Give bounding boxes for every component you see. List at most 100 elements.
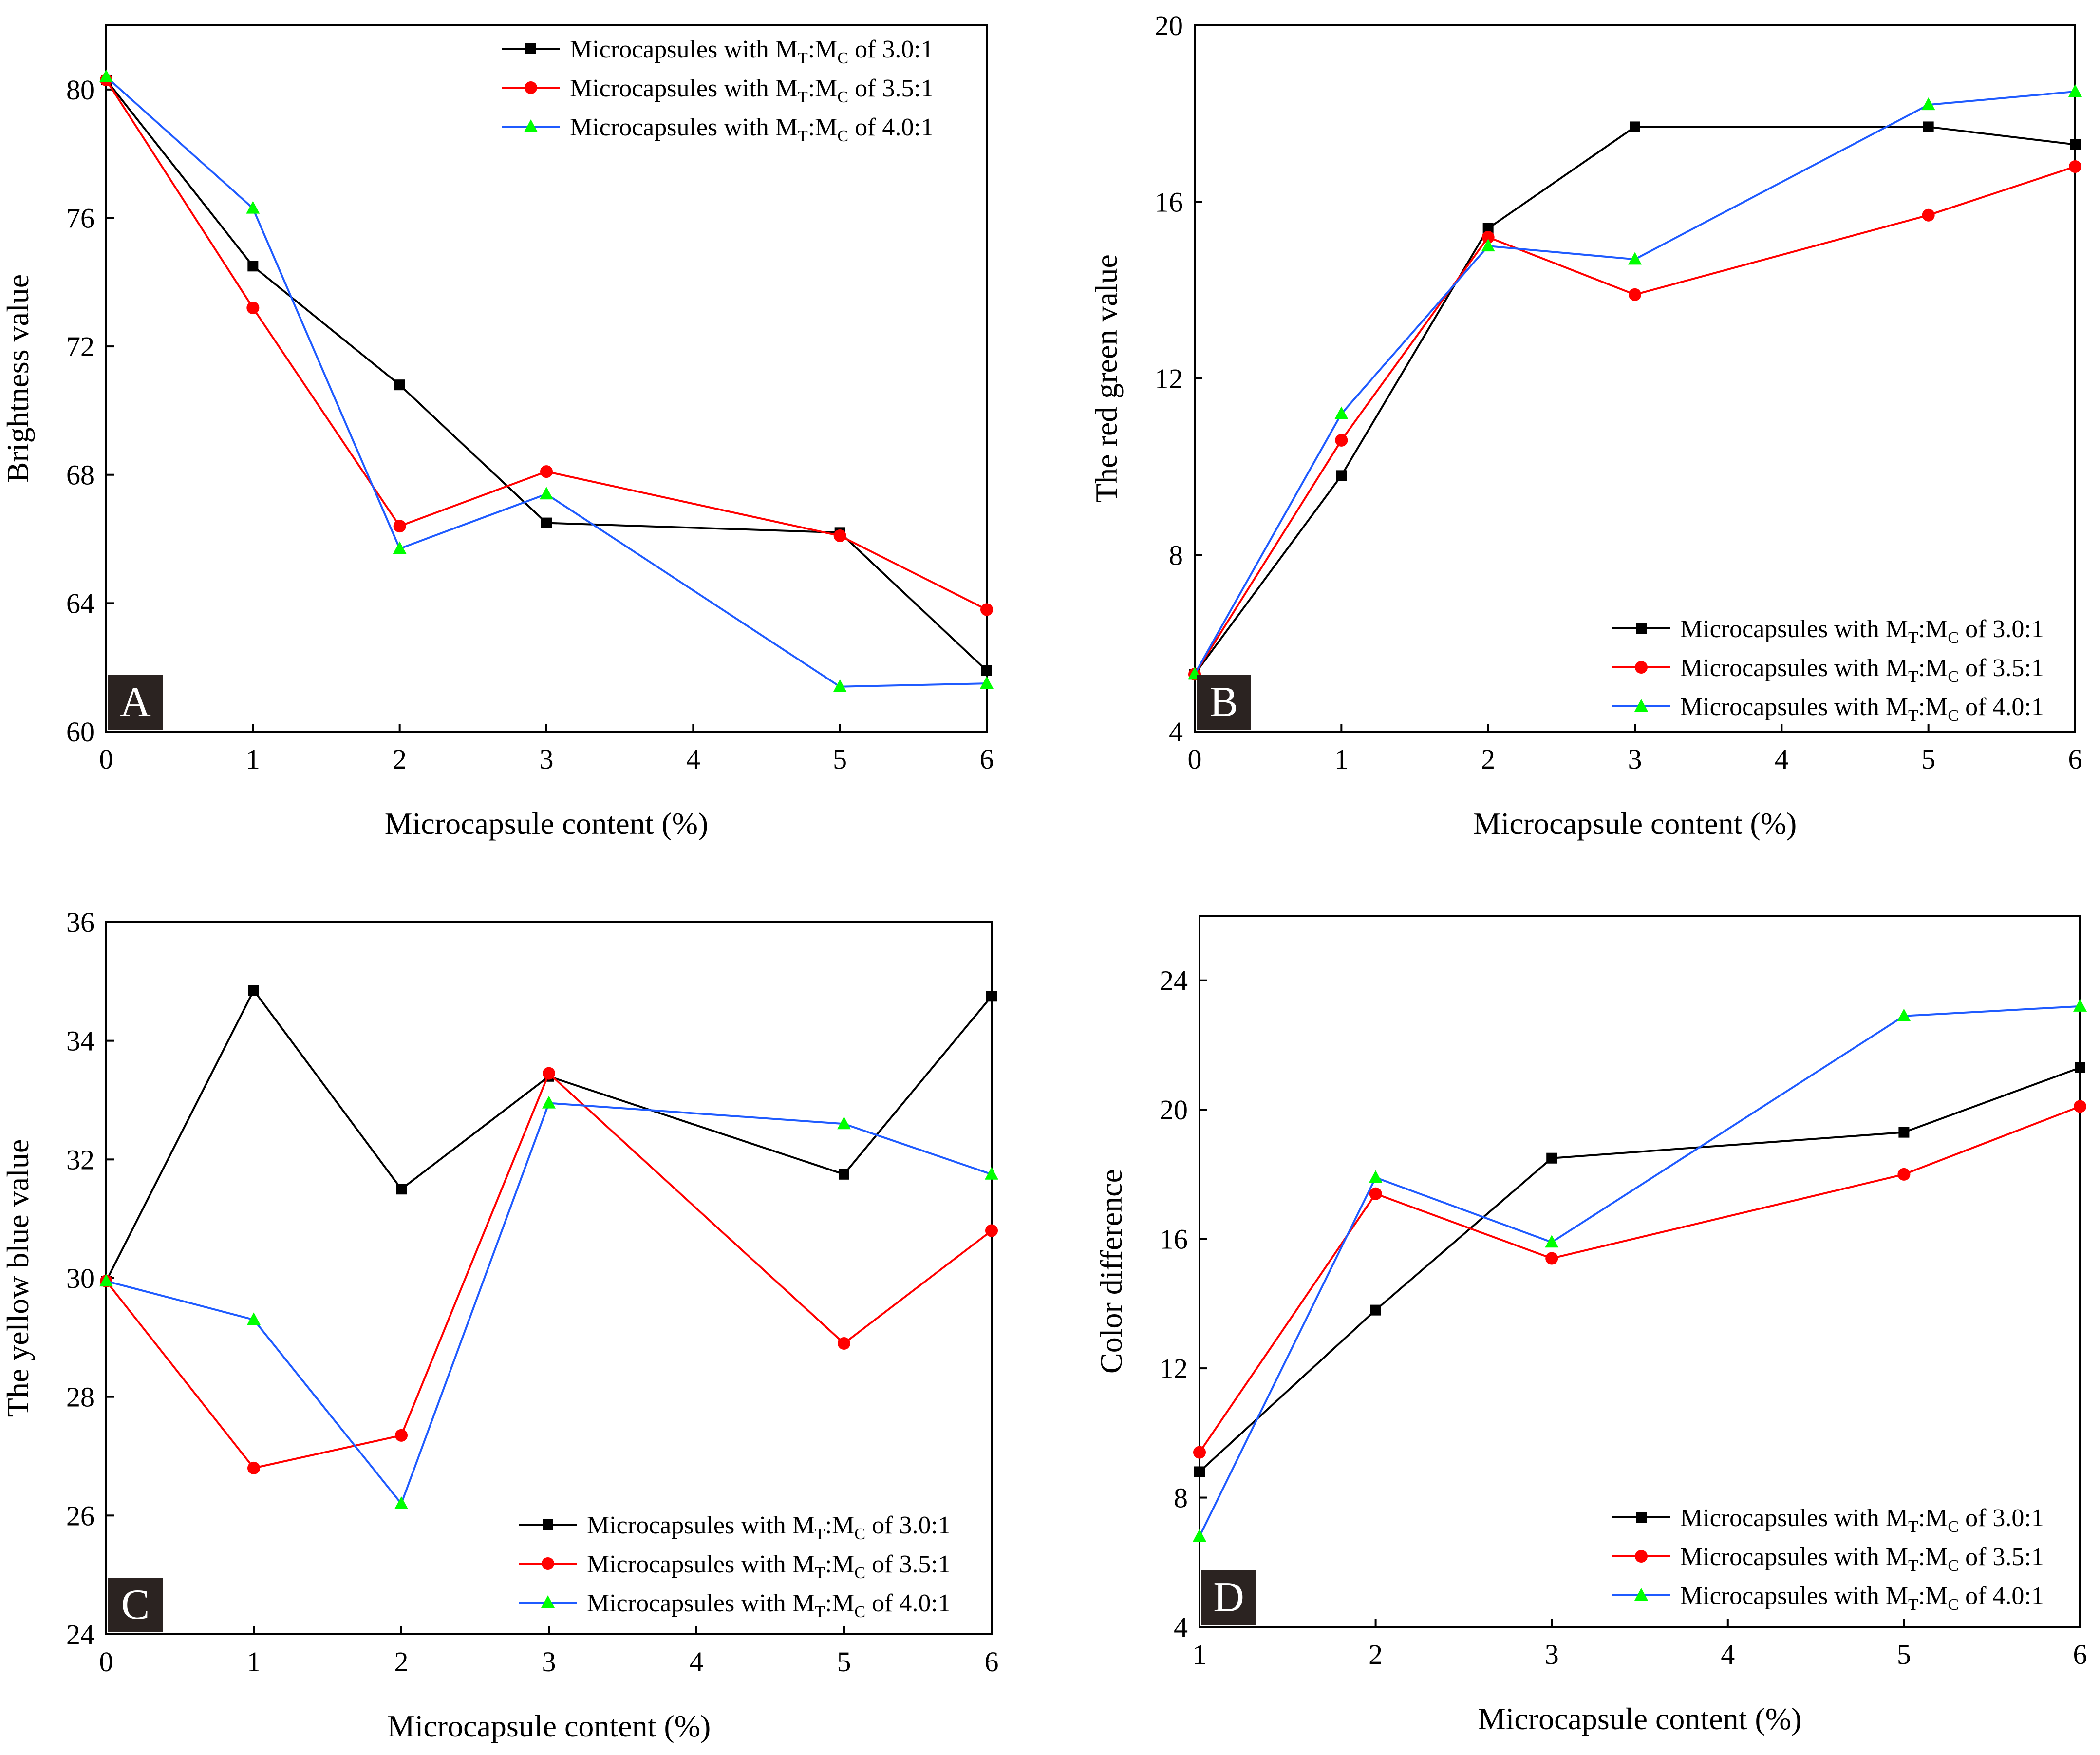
panel-D-x-tick-label: 1 xyxy=(1193,1639,1207,1670)
panel-B-x-axis-title: Microcapsule content (%) xyxy=(1473,806,1797,841)
panel-C-y-tick-label: 24 xyxy=(66,1619,94,1650)
panel-C-x-axis-title: Microcapsule content (%) xyxy=(387,1709,711,1743)
panel-A-x-axis-title: Microcapsule content (%) xyxy=(385,806,709,841)
legend-label-post: of 4.0:1 xyxy=(1959,1582,2044,1610)
panel-A-series-2-point-1 xyxy=(246,201,260,214)
legend-label-pre: Microcapsules with M xyxy=(1680,693,1908,721)
panel-B-series-0-point-1 xyxy=(1336,470,1347,481)
panel-C-series-2-point-5 xyxy=(985,1167,998,1180)
legend-label-sub2: C xyxy=(1948,1596,1959,1614)
panel-A-series-0-point-1 xyxy=(247,261,259,272)
panel-D-legend-marker-0 xyxy=(1636,1512,1647,1523)
panel-C-series-1-point-2 xyxy=(395,1429,408,1442)
panel-A-series-2-point-2 xyxy=(393,541,407,554)
legend-label-mid: :M xyxy=(1918,1582,1948,1610)
panel-C-y-axis-title: The yellow blue value xyxy=(0,1139,35,1417)
legend-label-mid: :M xyxy=(1918,1543,1948,1571)
panel-A-x-tick-label: 5 xyxy=(833,743,847,775)
panel-B-x-tick-label: 3 xyxy=(1628,743,1642,775)
legend-label-sub1: T xyxy=(1908,1518,1918,1536)
panel-C-legend-marker-2 xyxy=(541,1595,555,1608)
panel-C-series-0-point-4 xyxy=(839,1169,849,1180)
legend-label-pre: Microcapsules with M xyxy=(570,36,798,63)
legend-label-mid: :M xyxy=(1918,693,1948,721)
panel-B-label: B xyxy=(1210,679,1238,726)
panel-B-series-1-point-1 xyxy=(1335,434,1348,447)
panel-D-y-tick-label: 4 xyxy=(1174,1611,1188,1643)
panel-A-y-tick-label: 80 xyxy=(66,74,94,106)
panel-C-series-2-point-1 xyxy=(247,1312,261,1325)
panel-B-series-2-point-2 xyxy=(1481,239,1495,252)
panel-D-series-1-point-2 xyxy=(1545,1252,1558,1265)
panel-D-series-1-point-0 xyxy=(1193,1446,1206,1459)
panel-C-series-1-point-1 xyxy=(247,1461,260,1474)
panel-B-x-tick-label: 4 xyxy=(1775,743,1789,775)
panel-C-series-1-point-4 xyxy=(838,1337,850,1350)
legend-label-sub2: C xyxy=(854,1564,865,1582)
panel-A-x-tick-label: 2 xyxy=(393,743,407,775)
panel-C-legend-label-1: Microcapsules with MT:MC of 3.5:1 xyxy=(587,1550,951,1582)
panel-D-x-tick-label: 6 xyxy=(2073,1639,2087,1670)
legend-label-mid: :M xyxy=(825,1550,855,1578)
panel-C-x-tick-label: 5 xyxy=(837,1646,851,1678)
panel-D-series-0-point-3 xyxy=(1898,1127,1910,1138)
panel-C-label-badge xyxy=(108,1578,163,1632)
panel-C-x-tick-label: 4 xyxy=(690,1646,704,1678)
legend-label-mid: :M xyxy=(808,36,838,63)
panel-D-legend-label-0: Microcapsules with MT:MC of 3.0:1 xyxy=(1680,1504,2044,1536)
panel-A-x-tick-label: 3 xyxy=(540,743,554,775)
panel-D-series-1-point-4 xyxy=(2074,1100,2086,1113)
panel-C-legend-label-0: Microcapsules with MT:MC of 3.0:1 xyxy=(587,1511,951,1543)
legend-label-post: of 3.0:1 xyxy=(1959,615,2044,643)
panel-D-legend-label-2: Microcapsules with MT:MC of 4.0:1 xyxy=(1680,1582,2044,1614)
legend-label-pre: Microcapsules with M xyxy=(587,1550,815,1578)
panel-B-series-1-point-2 xyxy=(1481,231,1495,244)
panel-A-series-1-point-2 xyxy=(393,520,406,533)
panel-D-y-tick-label: 12 xyxy=(1160,1353,1188,1384)
legend-label-post: of 4.0:1 xyxy=(848,113,934,141)
panel-A-series-1-point-4 xyxy=(833,529,846,542)
legend-label-sub2: C xyxy=(1948,1557,1959,1575)
legend-label-sub2: C xyxy=(854,1603,865,1621)
panel-D-x-tick-label: 4 xyxy=(1721,1639,1735,1670)
panel-D-label: D xyxy=(1213,1574,1244,1621)
panel-B-series-2-point-3 xyxy=(1628,252,1642,265)
panel-A-series-line-2 xyxy=(105,75,987,688)
panel-B-series-line-2 xyxy=(1194,90,2076,675)
panel-C-y-tick-label: 36 xyxy=(66,906,94,938)
legend-label-post: of 3.0:1 xyxy=(865,1511,951,1539)
panel-C-legend-label-2: Microcapsules with MT:MC of 4.0:1 xyxy=(587,1589,951,1621)
panel-A-series-2-point-0 xyxy=(99,69,113,82)
panel-B-series-2-point-1 xyxy=(1334,406,1349,419)
panel-A-series-1-point-3 xyxy=(540,465,553,478)
legend-label-mid: :M xyxy=(825,1589,855,1617)
panel-B-x-tick-label: 5 xyxy=(1921,743,1935,775)
legend-label-mid: :M xyxy=(1918,1504,1948,1532)
panel-A-legend-label-0: Microcapsules with MT:MC of 3.0:1 xyxy=(570,36,934,67)
panel-A-y-axis-title: Brightness value xyxy=(0,274,35,483)
panel-B-legend-marker-0 xyxy=(1636,623,1647,634)
panel-B-series-line-1 xyxy=(1194,166,2076,675)
legend-label-sub2: C xyxy=(854,1525,865,1543)
panel-D-series-2-point-2 xyxy=(1545,1235,1559,1248)
legend-label-sub2: C xyxy=(1948,668,1959,686)
legend-label-post: of 3.5:1 xyxy=(1959,1543,2044,1571)
panel-D-series-0-point-4 xyxy=(2075,1062,2085,1073)
panel-D-x-tick-label: 2 xyxy=(1369,1639,1383,1670)
panel-B-y-tick-label: 4 xyxy=(1169,716,1183,748)
panel-A-series-2-point-4 xyxy=(833,679,847,692)
panel-B-legend-marker-1 xyxy=(1635,661,1648,674)
panel-D-series-2-point-0 xyxy=(1193,1529,1206,1542)
panel-A-legend-label-1: Microcapsules with MT:MC of 3.5:1 xyxy=(570,75,934,106)
panel-C-y-tick-label: 34 xyxy=(66,1025,94,1057)
panel-D-series-0-point-1 xyxy=(1370,1304,1381,1316)
panel-D-y-tick-label: 8 xyxy=(1174,1482,1188,1514)
legend-label-sub1: T xyxy=(815,1564,825,1582)
panel-D-x-axis-title: Microcapsule content (%) xyxy=(1478,1701,1802,1736)
panel-A-x-tick-label: 4 xyxy=(686,743,700,775)
panel-D-legend-label-1: Microcapsules with MT:MC of 3.5:1 xyxy=(1680,1543,2044,1575)
panel-A-y-tick-label: 76 xyxy=(66,202,94,234)
legend-label-sub2: C xyxy=(1948,1518,1959,1536)
